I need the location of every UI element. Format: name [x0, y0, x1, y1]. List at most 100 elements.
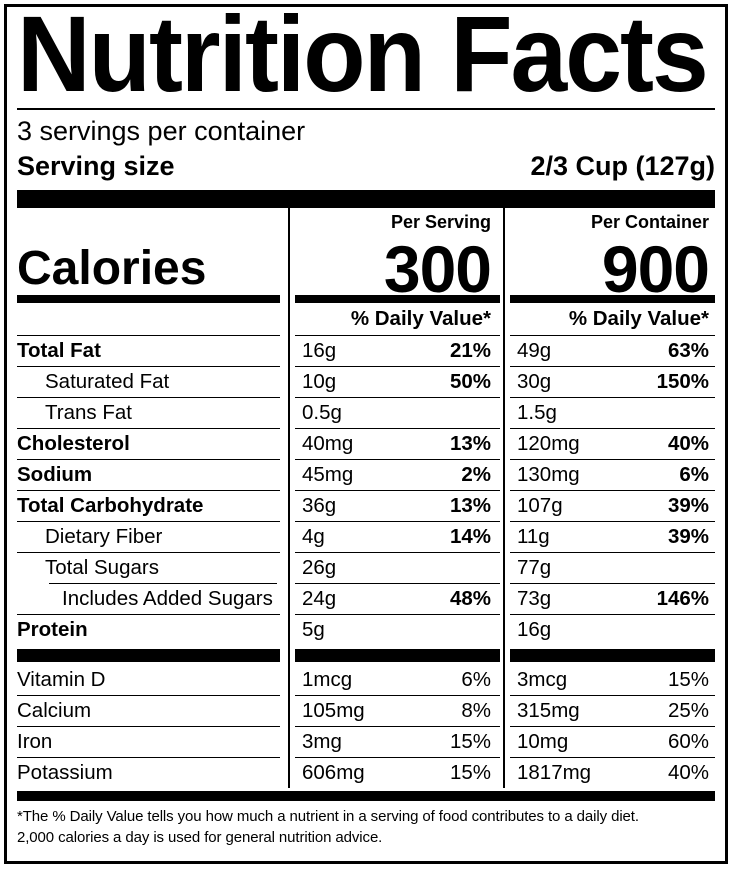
per-serving-amount: 10g — [302, 369, 337, 393]
per-container-amount: 315mg — [517, 698, 580, 722]
page-title: Nutrition Facts — [17, 4, 709, 115]
calories-underline-bar — [7, 295, 725, 303]
per-container-amount: 49g — [517, 338, 552, 362]
calories-section: Calories Per Serving 300 Per Container 9… — [7, 208, 725, 306]
nutrient-table: Calories Per Serving 300 Per Container 9… — [7, 208, 725, 788]
calories-per-container: 900 — [601, 232, 710, 306]
row-added-sugars: Includes Added Sugars 24g 48% 73g 146% — [7, 583, 725, 614]
row-vitamin-d: Vitamin D 1mcg 6% 3mcg 15% — [7, 664, 725, 695]
per-serving-dv: 8% — [461, 698, 491, 722]
footnote-line-1: *The % Daily Value tells you how much a … — [17, 808, 639, 825]
nutrient-name: Potassium — [17, 760, 113, 784]
per-serving-amount: 0.5g — [302, 400, 342, 424]
nutrient-name: Saturated Fat — [45, 369, 170, 393]
row-total-carbohydrate: Total Carbohydrate 36g 13% 107g 39% — [7, 490, 725, 521]
per-serving-dv: 50% — [449, 369, 491, 393]
per-serving-dv: 6% — [461, 667, 491, 691]
row-total-sugars: Total Sugars 26g 77g — [7, 552, 725, 583]
per-container-amount: 11g — [517, 524, 550, 548]
per-container-dv: 146% — [656, 586, 709, 610]
per-container-dv: 63% — [667, 338, 709, 362]
vitamins-divider-bar — [7, 645, 725, 664]
row-dietary-fiber: Dietary Fiber 4g 14% 11g 39% — [7, 521, 725, 552]
row-total-fat: Total Fat 16g 21% 49g 63% — [7, 335, 725, 366]
per-serving-amount: 40mg — [302, 431, 354, 455]
per-serving-amount: 4g — [302, 524, 325, 548]
per-container-amount: 16g — [517, 617, 552, 641]
row-sodium: Sodium 45mg 2% 130mg 6% — [7, 459, 725, 490]
row-iron: Iron 3mg 15% 10mg 60% — [7, 726, 725, 757]
row-saturated-fat: Saturated Fat 10g 50% 30g 150% — [7, 366, 725, 397]
column-divider-2 — [503, 208, 505, 788]
per-serving-dv: 13% — [449, 431, 491, 455]
per-serving-dv: 15% — [449, 760, 491, 784]
nutrient-name: Dietary Fiber — [45, 524, 163, 548]
column-divider-1 — [288, 208, 290, 788]
nutrient-name: Sodium — [17, 462, 93, 486]
per-container-amount: 107g — [517, 493, 563, 517]
per-serving-amount: 5g — [302, 617, 325, 641]
nutrient-name: Cholesterol — [17, 431, 130, 455]
per-serving-amount: 24g — [302, 586, 337, 610]
label-header: Nutrition Facts — [17, 4, 715, 115]
per-serving-amount: 26g — [302, 555, 337, 579]
per-container-amount: 120mg — [517, 431, 580, 455]
per-container-dv: 40% — [667, 431, 709, 455]
daily-value-header-serving: % Daily Value* — [350, 307, 491, 330]
thick-divider-bottom — [17, 791, 715, 801]
per-serving-dv: 21% — [449, 338, 491, 362]
per-serving-amount: 105mg — [302, 698, 365, 722]
per-container-amount: 73g — [517, 586, 552, 610]
serving-size-row: Serving size 2/3 Cup (127g) — [17, 148, 715, 184]
per-container-header: Per Container — [590, 212, 709, 232]
per-container-dv: 39% — [667, 524, 709, 548]
per-container-dv: 40% — [667, 760, 709, 784]
per-container-dv: 6% — [679, 462, 709, 486]
per-serving-amount: 16g — [302, 338, 337, 362]
thick-divider-top — [17, 190, 715, 208]
daily-value-header-container: % Daily Value* — [568, 307, 709, 330]
nutrition-facts-label: Nutrition Facts 3 servings per container… — [4, 4, 728, 864]
per-serving-amount: 45mg — [302, 462, 354, 486]
footnote-line-2: 2,000 calories a day is used for general… — [17, 829, 383, 846]
per-container-amount: 1817mg — [517, 760, 592, 784]
servings-per-container: 3 servings per container — [17, 116, 306, 146]
nutrient-name: Vitamin D — [17, 667, 106, 691]
serving-size-value: 2/3 Cup (127g) — [530, 151, 715, 181]
per-serving-dv: 15% — [449, 729, 491, 753]
per-container-dv: 39% — [667, 493, 709, 517]
per-serving-dv: 14% — [449, 524, 491, 548]
row-calcium: Calcium 105mg 8% 315mg 25% — [7, 695, 725, 726]
per-serving-header: Per Serving — [390, 212, 491, 232]
nutrient-name: Trans Fat — [45, 400, 132, 424]
daily-value-header-row: % Daily Value* % Daily Value* — [7, 303, 725, 335]
nutrient-name: Total Fat — [17, 338, 101, 362]
per-serving-dv: 13% — [449, 493, 491, 517]
per-serving-dv: 48% — [449, 586, 491, 610]
per-serving-amount: 606mg — [302, 760, 365, 784]
nutrient-name: Protein — [17, 617, 88, 641]
daily-value-footnote: *The % Daily Value tells you how much a … — [17, 806, 715, 848]
per-container-amount: 3mcg — [517, 667, 568, 691]
per-container-amount: 30g — [517, 369, 552, 393]
per-serving-dv: 2% — [461, 462, 491, 486]
per-container-dv: 25% — [667, 698, 709, 722]
calories-per-serving: 300 — [383, 232, 492, 306]
per-container-dv: 60% — [667, 729, 709, 753]
per-container-amount: 10mg — [517, 729, 569, 753]
per-serving-amount: 1mcg — [302, 667, 353, 691]
per-container-amount: 77g — [517, 555, 552, 579]
row-cholesterol: Cholesterol 40mg 13% 120mg 40% — [7, 428, 725, 459]
per-container-amount: 1.5g — [517, 400, 557, 424]
nutrient-name: Includes Added Sugars — [62, 586, 273, 610]
row-protein: Protein 5g 16g — [7, 614, 725, 645]
per-container-dv: 15% — [667, 667, 709, 691]
nutrient-name: Total Carbohydrate — [17, 493, 204, 517]
nutrient-name: Iron — [17, 729, 53, 753]
per-container-amount: 130mg — [517, 462, 580, 486]
per-serving-amount: 36g — [302, 493, 337, 517]
nutrient-name: Calcium — [17, 698, 92, 722]
serving-size-label: Serving size — [17, 151, 175, 181]
nutrient-name: Total Sugars — [45, 555, 159, 579]
row-trans-fat: Trans Fat 0.5g 1.5g — [7, 397, 725, 428]
